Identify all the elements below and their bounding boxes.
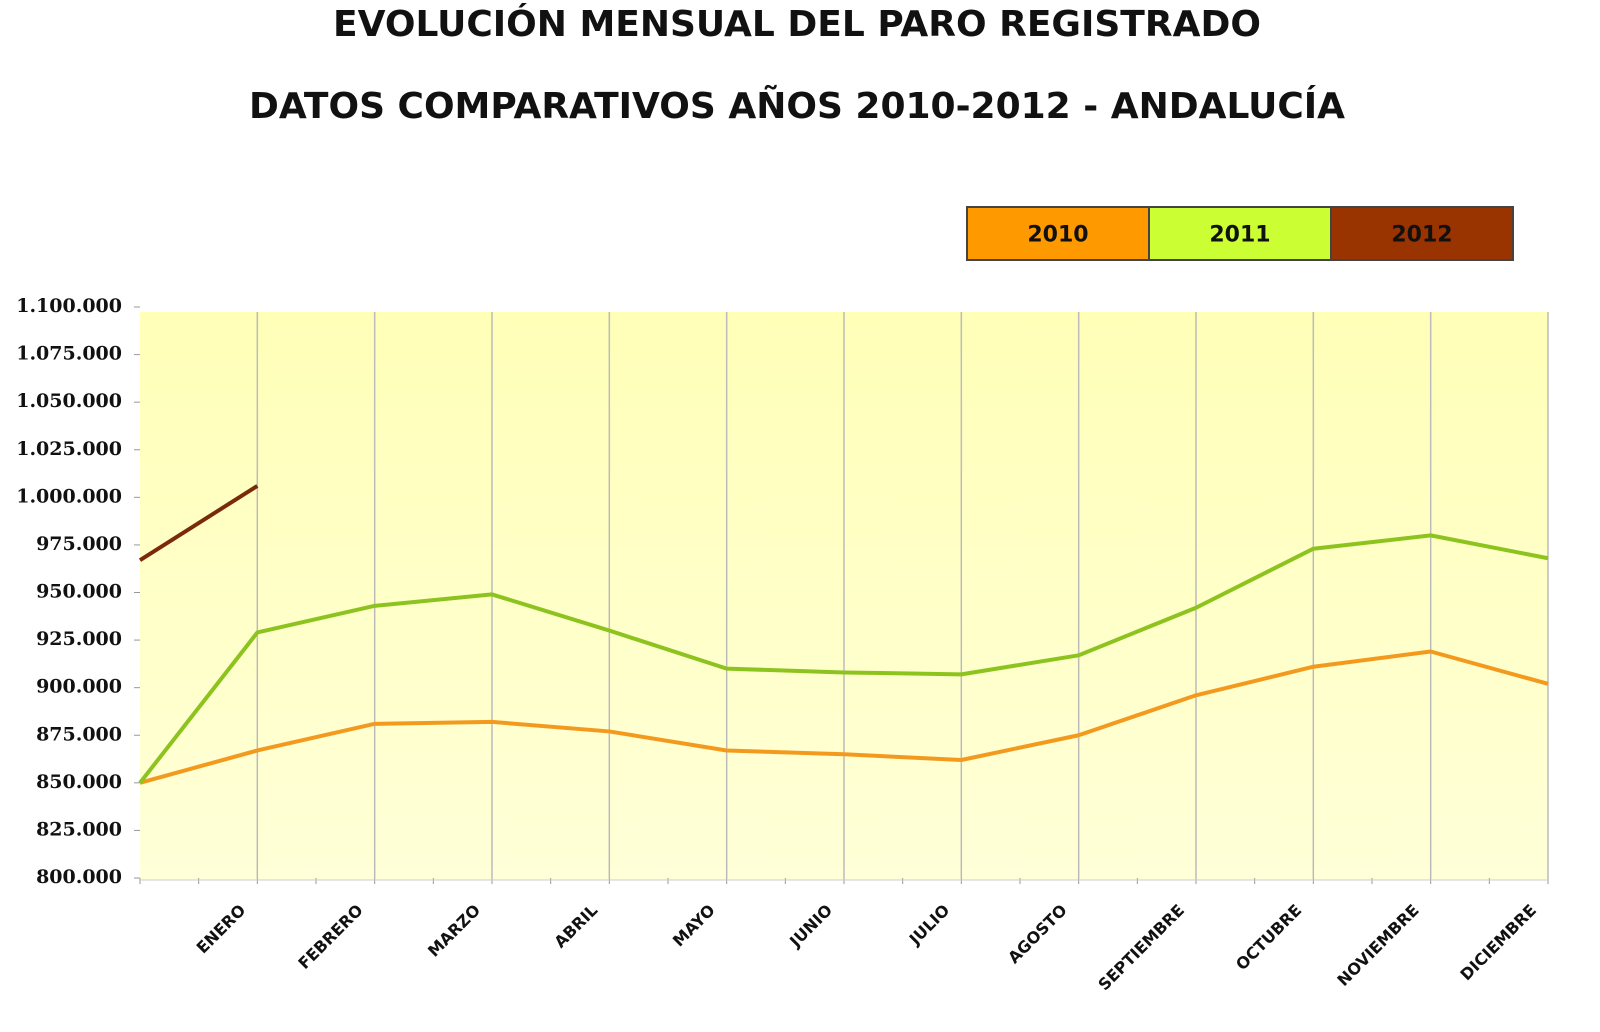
- y-tick-label: 825.000: [36, 818, 122, 840]
- y-tick-label: 800.000: [36, 866, 122, 888]
- line: [138, 484, 259, 562]
- y-tick-label: 1.100.000: [16, 295, 122, 317]
- legend-swatch: [966, 206, 1150, 261]
- x-tick-label: FEBRERO: [294, 901, 366, 973]
- chart-subtitle: DATOS COMPARATIVOS AÑOS 2010-2012 - ANDA…: [249, 85, 1345, 127]
- y-tick-label: 925.000: [36, 628, 122, 650]
- x-tick-label: JUNIO: [785, 901, 836, 952]
- x-tick-label: DICIEMBRE: [1456, 901, 1540, 985]
- legend-swatch: [1330, 206, 1514, 261]
- legend-label: 2012: [1391, 223, 1452, 248]
- y-tick-label: 950.000: [36, 581, 122, 603]
- y-tick-label: 975.000: [36, 533, 122, 555]
- x-tick-label: ABRIL: [550, 901, 601, 952]
- y-tick-label: 1.025.000: [16, 438, 122, 460]
- x-tick-label: AGOSTO: [1004, 901, 1071, 968]
- y-tick-label: 1.050.000: [16, 390, 122, 412]
- x-tick-label: MARZO: [424, 901, 484, 961]
- y-tick-label: 900.000: [36, 676, 122, 698]
- legend-label: 2010: [1027, 223, 1088, 248]
- x-tick-label: OCTUBRE: [1232, 901, 1305, 974]
- y-tick-label: 875.000: [36, 723, 122, 745]
- x-tick-label: ENERO: [193, 901, 250, 958]
- chart-title: EVOLUCIÓN MENSUAL DEL PARO REGISTRADO: [333, 3, 1261, 45]
- line: [139, 649, 1549, 785]
- y-tick-label: 1.075.000: [16, 343, 122, 365]
- x-tick-label: JULIO: [905, 901, 954, 950]
- x-tick-label: MAYO: [669, 901, 719, 951]
- x-tick-label: SEPTIEMBRE: [1094, 901, 1188, 995]
- x-tick-label: NOVIEMBRE: [1333, 901, 1422, 990]
- line: [138, 533, 1549, 785]
- y-tick-label: 850.000: [36, 771, 122, 793]
- legend-label: 2011: [1209, 223, 1270, 248]
- y-tick-label: 1.000.000: [16, 485, 122, 507]
